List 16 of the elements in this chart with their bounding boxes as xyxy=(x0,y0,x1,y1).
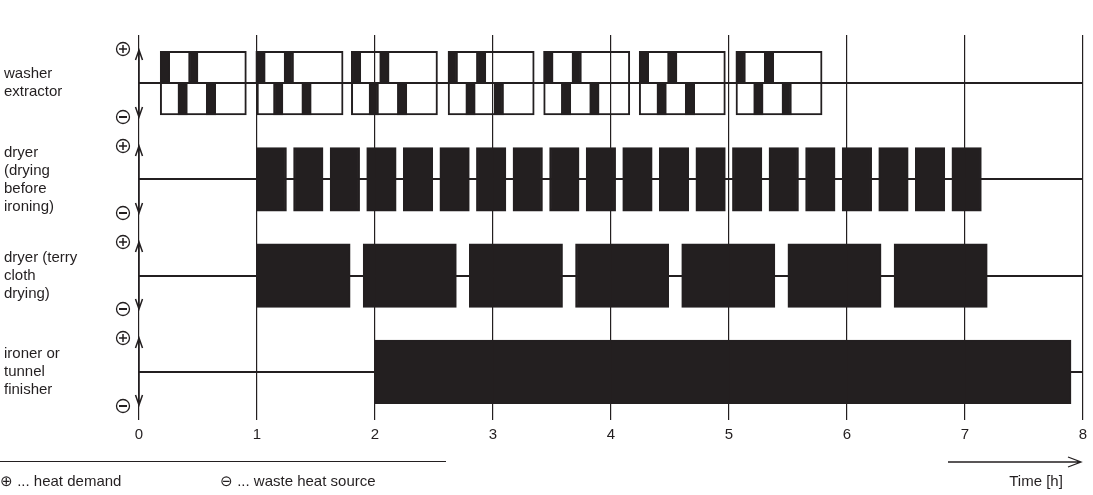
x-tick-label: 8 xyxy=(1078,425,1087,443)
x-tick-label: 0 xyxy=(134,425,144,443)
x-axis-title: Time [h] xyxy=(1009,472,1063,489)
y-tick-label: dryer (drying before ironing) xyxy=(4,142,55,214)
x-tick-label: 5 xyxy=(724,425,734,443)
text: ⊖ ... waste heat source xyxy=(220,472,376,490)
y-tick-label: washer extractor xyxy=(3,64,63,100)
x-tick-label: 3 xyxy=(488,425,498,443)
x-tick-label: 7 xyxy=(960,425,970,443)
text: ⊕ ... heat demand xyxy=(0,472,122,490)
x-tick-label: 2 xyxy=(370,425,380,443)
y-tick-label: ironer or tunnel finisher xyxy=(4,344,60,398)
x-tick-label: 1 xyxy=(252,425,262,443)
x-tick-label: 4 xyxy=(606,425,616,443)
x-tick-label: 6 xyxy=(842,425,852,443)
y-tick-label: dryer (terry cloth drying) xyxy=(4,247,78,301)
